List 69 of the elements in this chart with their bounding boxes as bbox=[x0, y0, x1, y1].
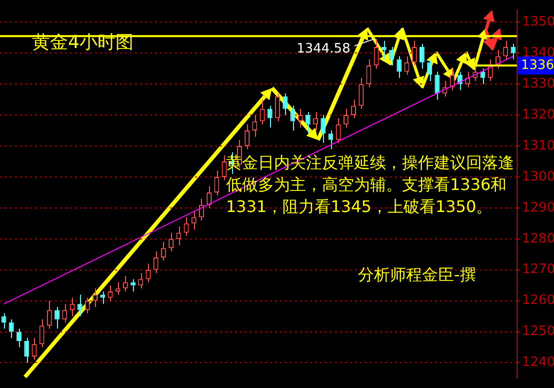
candlestick bbox=[419, 43, 424, 70]
candlestick bbox=[222, 154, 227, 181]
y-tick-label: 1270 bbox=[522, 262, 554, 278]
y-tick-label: 1330 bbox=[522, 76, 554, 92]
candlestick bbox=[374, 38, 379, 70]
candlestick bbox=[465, 71, 470, 88]
candlestick bbox=[176, 226, 182, 246]
candlestick bbox=[381, 40, 386, 60]
candlestick bbox=[54, 306, 60, 330]
candlestick bbox=[160, 241, 166, 262]
candlestick bbox=[92, 288, 98, 308]
candlestick bbox=[488, 58, 493, 82]
candlestick bbox=[396, 56, 402, 78]
candlestick bbox=[343, 108, 348, 128]
candlestick bbox=[100, 291, 106, 304]
candlestick bbox=[16, 328, 22, 348]
candlestick bbox=[244, 124, 250, 150]
candlestick bbox=[32, 337, 37, 360]
candlestick bbox=[389, 46, 394, 66]
candlestick bbox=[450, 68, 455, 91]
candlestick bbox=[168, 232, 174, 252]
candlestick bbox=[191, 210, 196, 230]
candlestick bbox=[434, 71, 440, 100]
ref-line-label: 1336 bbox=[521, 58, 554, 73]
candlestick bbox=[358, 77, 364, 110]
candlestick bbox=[267, 105, 272, 128]
y-tick-label: 1350 bbox=[522, 14, 554, 30]
y-tick-label: 1300 bbox=[522, 169, 554, 184]
annotation: 1344.58 bbox=[296, 41, 350, 56]
candlestick bbox=[320, 114, 326, 144]
y-tick-label: 1240 bbox=[522, 355, 554, 370]
candlestick bbox=[122, 276, 128, 292]
candlestick bbox=[24, 337, 30, 364]
candlestick bbox=[275, 92, 280, 122]
candlestick bbox=[260, 99, 265, 125]
candlestick bbox=[328, 130, 334, 150]
candlestick bbox=[46, 300, 52, 330]
y-tick-label: 1280 bbox=[522, 231, 554, 246]
candlestick bbox=[298, 108, 303, 128]
y-tick-label: 1250 bbox=[522, 324, 554, 340]
candlestick bbox=[313, 111, 318, 132]
candlestick bbox=[282, 92, 288, 116]
candlestick bbox=[252, 114, 258, 138]
candlestick bbox=[503, 40, 508, 60]
candlestick bbox=[1, 312, 6, 330]
candlestick bbox=[290, 105, 296, 132]
candlestick bbox=[412, 40, 417, 66]
candlestick bbox=[138, 272, 144, 289]
annotation: 分析师程金臣-撰 bbox=[358, 265, 476, 286]
y-tick-label: 1290 bbox=[522, 200, 554, 216]
candlestick bbox=[115, 282, 120, 296]
candlestick bbox=[214, 170, 220, 196]
candlestick bbox=[305, 111, 310, 134]
candlestick bbox=[8, 318, 14, 338]
candlestick bbox=[62, 303, 68, 323]
candlestick bbox=[336, 118, 341, 144]
candlestick bbox=[130, 278, 136, 292]
y-tick-label: 1320 bbox=[522, 107, 554, 122]
candlestick bbox=[206, 186, 212, 208]
candlestick bbox=[77, 294, 82, 317]
candlestick bbox=[480, 68, 486, 85]
y-tick-label: 1310 bbox=[522, 138, 554, 154]
candlestick bbox=[427, 58, 432, 82]
candlestick bbox=[153, 250, 158, 274]
y-tick-label: 1260 bbox=[522, 293, 554, 308]
candlestick bbox=[351, 99, 356, 119]
candlestick bbox=[510, 43, 516, 60]
candlestick bbox=[39, 318, 44, 348]
candlestick bbox=[84, 297, 90, 314]
